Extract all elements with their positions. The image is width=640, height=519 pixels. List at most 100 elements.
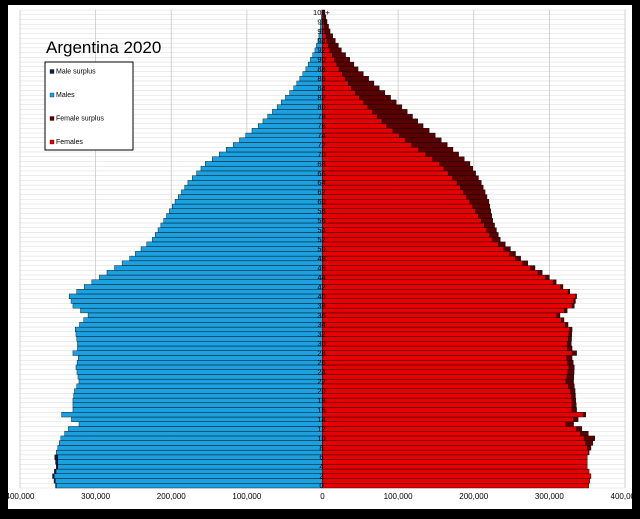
male-bar [77,346,322,351]
male-bar [246,133,323,138]
female-bar [323,209,476,214]
female-surplus-bar [377,114,412,119]
female-bar [323,114,378,119]
male-bar [226,147,322,152]
male-bar [219,152,322,157]
female-surplus-bar [567,355,572,360]
male-surplus-bar [56,460,58,465]
female-bar [323,412,584,417]
female-surplus-bar [576,294,577,299]
male-surplus-bar [56,464,58,469]
female-surplus-bar [566,379,574,384]
female-surplus-bar [337,62,354,67]
female-surplus-bar [570,327,572,332]
female-bar [323,374,568,379]
male-bar [73,408,323,413]
female-bar [323,313,557,318]
female-surplus-bar [504,247,510,252]
female-bar [323,138,406,143]
female-surplus-bar [498,242,505,247]
female-surplus-bar [325,29,330,34]
female-bar [323,161,440,166]
male-bar [74,389,322,394]
male-surplus-bar [54,469,56,474]
male-bar [69,294,322,299]
age-tick-label: 30 [317,339,325,348]
male-bar [73,303,323,308]
female-surplus-bar [457,180,481,185]
male-bar [201,166,323,171]
female-surplus-bar [433,157,465,162]
x-tick-label: 400,000 [611,492,640,501]
female-surplus-bar [553,280,556,285]
legend-swatch [50,93,54,97]
female-surplus-bar [481,218,492,223]
female-bar [323,284,561,289]
female-surplus-bar [574,417,579,422]
female-bar [323,133,400,138]
male-bar [81,308,323,313]
x-tick-label: 300,000 [535,492,564,501]
female-surplus-bar [487,228,496,233]
female-bar [323,294,576,299]
age-tick-label: 22 [317,377,325,386]
male-bar [77,289,323,294]
male-bar [240,138,323,143]
age-tick-label: 50 [317,245,325,254]
female-surplus-bar [399,133,435,138]
legend-swatch [50,140,54,144]
age-tick-label: 82 [317,93,325,102]
x-tick-label: 100,000 [232,492,261,501]
male-bar [78,355,322,360]
female-bar [323,199,470,204]
female-bar [323,190,464,195]
male-bar [188,180,323,185]
female-bar [323,370,569,375]
age-tick-label: 56 [317,216,325,225]
male-bar [233,143,322,148]
female-surplus-bar [326,34,333,39]
female-surplus-bar [568,384,574,389]
age-tick-label: 76 [317,121,325,130]
male-surplus-bar [55,455,58,460]
female-bar [323,280,554,285]
age-tick-label: 46 [317,263,325,272]
x-tick-label: 200,000 [157,492,186,501]
male-bar [88,313,322,318]
female-bar [323,214,479,219]
x-tick-label: 0 [320,492,325,501]
male-bar [258,124,322,129]
age-tick-label: 40 [317,292,325,301]
male-bar [115,266,323,271]
age-tick-label: 36 [317,311,325,320]
female-bar [323,299,574,304]
female-bar [323,308,565,313]
female-bar [323,100,364,105]
female-bar [323,445,588,450]
female-bar [323,124,387,129]
female-surplus-bar [373,109,408,114]
age-tick-label: 98 [317,17,325,26]
female-bar [323,341,568,346]
female-bar [323,90,356,95]
female-surplus-bar [387,124,423,129]
female-bar [323,360,568,365]
female-bar [323,417,574,422]
male-bar [281,100,322,105]
age-tick-label: 94 [317,36,325,45]
age-tick-label: 32 [317,330,325,339]
female-bar [323,266,531,271]
age-tick-label: 64 [317,178,325,187]
female-surplus-bar [476,209,491,214]
female-bar [323,223,485,228]
male-bar [79,422,323,427]
female-surplus-bar [583,412,585,417]
female-bar [323,393,572,398]
male-bar [77,384,323,389]
female-surplus-bar [360,95,391,100]
female-bar [323,337,569,342]
age-tick-label: 0 [319,481,323,490]
female-surplus-bar [473,204,490,209]
female-surplus-bar [580,431,588,436]
male-bar [141,247,323,252]
